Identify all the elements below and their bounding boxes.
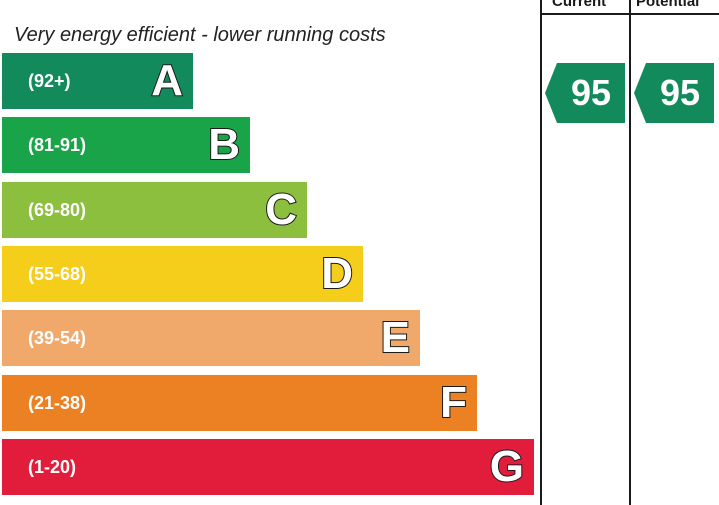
- potential-arrow-shape: [634, 63, 714, 123]
- current-column-divider: [540, 0, 542, 505]
- band-a: (92+) A: [2, 53, 193, 109]
- potential-column-header: Potential: [636, 0, 700, 10]
- current-column-header: Current: [552, 0, 607, 10]
- band-c-letter: C: [264, 184, 298, 235]
- band-d-letter: D: [320, 248, 354, 299]
- potential-rating-value: 95: [659, 72, 701, 113]
- potential-rating-arrow: 95: [634, 63, 714, 123]
- current-arrow-shape: [545, 63, 625, 123]
- band-f-range: (21-38): [28, 393, 87, 413]
- current-rating-value: 95: [570, 72, 612, 113]
- band-a-letter: A: [150, 55, 184, 106]
- band-g: (1-20) G: [2, 439, 534, 495]
- band-c: (69-80) C: [2, 182, 307, 238]
- band-e: (39-54) E: [2, 310, 420, 366]
- chart-subtitle: Very energy efficient - lower running co…: [14, 24, 386, 46]
- current-rating-arrow: 95: [545, 63, 625, 123]
- potential-column-divider: [629, 0, 631, 505]
- band-e-range: (39-54): [28, 328, 87, 348]
- band-a-range: (92+): [28, 71, 71, 91]
- band-f-letter: F: [439, 377, 468, 428]
- band-b: (81-91) B: [2, 117, 250, 173]
- band-c-range: (69-80): [28, 200, 87, 220]
- header-rule: [540, 13, 719, 15]
- band-f: (21-38) F: [2, 375, 477, 431]
- band-e-letter: E: [380, 312, 411, 363]
- band-g-letter: G: [489, 441, 525, 492]
- band-d: (55-68) D: [2, 246, 363, 302]
- band-b-letter: B: [207, 119, 241, 170]
- band-g-range: (1-20): [28, 457, 77, 477]
- band-d-range: (55-68): [28, 264, 87, 284]
- band-b-range: (81-91): [28, 135, 87, 155]
